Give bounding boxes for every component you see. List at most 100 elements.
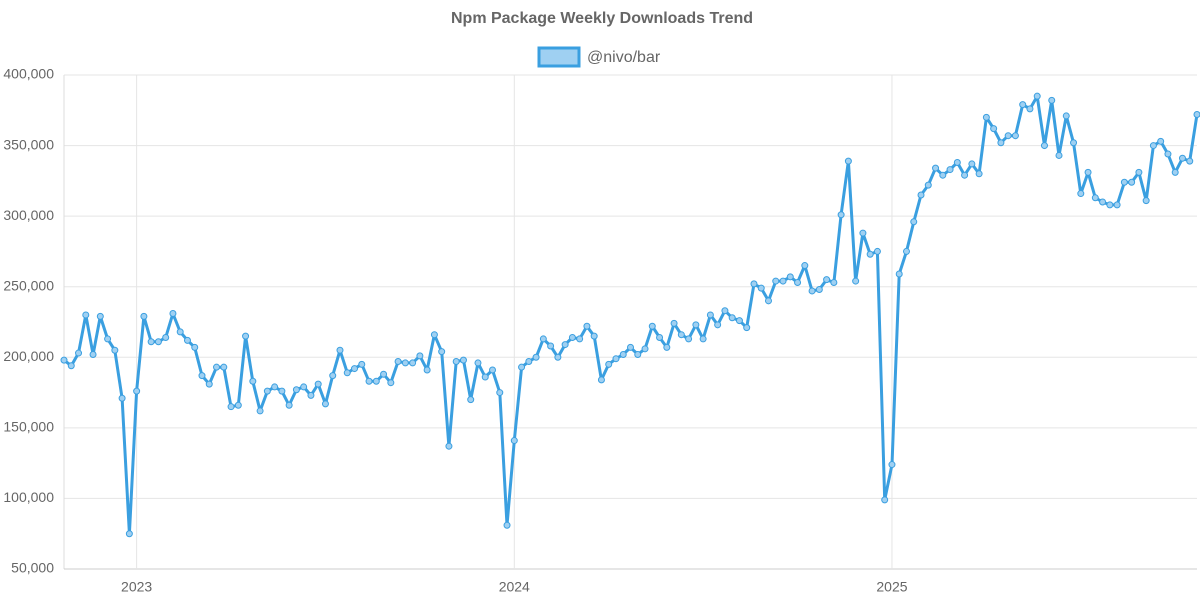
data-point <box>351 365 359 373</box>
data-point <box>1171 168 1179 176</box>
data-point <box>641 345 649 353</box>
data-point <box>263 387 271 395</box>
data-point <box>154 338 162 346</box>
data-point <box>590 332 598 340</box>
data-point <box>430 331 438 339</box>
data-point <box>234 401 242 409</box>
data-point <box>271 383 279 391</box>
data-point <box>227 403 235 411</box>
data-point <box>932 164 940 172</box>
data-point <box>1120 178 1128 186</box>
data-point <box>706 311 714 319</box>
data-point <box>503 521 511 529</box>
data-point <box>1026 105 1034 113</box>
data-point <box>96 312 104 320</box>
data-point <box>910 218 918 226</box>
data-point <box>489 366 497 374</box>
data-point <box>1149 142 1157 150</box>
data-point <box>1019 101 1027 109</box>
data-point <box>67 362 75 370</box>
data-point <box>852 277 860 285</box>
data-point <box>242 332 250 340</box>
data-point <box>873 247 881 255</box>
data-point <box>409 359 417 367</box>
data-point <box>423 366 431 374</box>
data-point <box>1164 150 1172 158</box>
data-point <box>510 437 518 445</box>
data-point <box>605 360 613 368</box>
x-tick-label: 2025 <box>876 579 907 595</box>
data-point <box>1142 197 1150 205</box>
data-point <box>380 370 388 378</box>
y-tick-label: 350,000 <box>3 136 54 152</box>
data-point <box>627 343 634 351</box>
y-tick-label: 300,000 <box>3 207 54 223</box>
y-tick-label: 200,000 <box>3 348 54 364</box>
data-point <box>140 312 148 320</box>
data-point <box>452 358 460 366</box>
data-point <box>1091 194 1099 202</box>
data-point <box>1055 151 1063 159</box>
data-point <box>401 359 409 367</box>
series-line <box>63 94 1199 536</box>
data-point <box>859 229 867 237</box>
data-point <box>1070 139 1078 147</box>
data-point <box>213 363 221 371</box>
data-point <box>278 387 286 395</box>
data-point <box>1157 137 1165 145</box>
data-point <box>169 310 177 318</box>
data-point <box>1011 132 1019 140</box>
data-point <box>844 157 852 165</box>
data-point <box>648 322 656 330</box>
data-point <box>75 349 83 357</box>
data-point <box>924 181 932 189</box>
y-tick-label: 100,000 <box>3 489 54 505</box>
data-point <box>895 270 903 278</box>
data-point <box>823 276 831 284</box>
data-point <box>583 322 591 330</box>
data-point <box>547 342 555 350</box>
data-point <box>881 496 889 504</box>
data-point <box>743 324 751 332</box>
y-tick-label: 50,000 <box>11 560 54 576</box>
data-point <box>394 358 402 366</box>
data-point <box>1099 198 1107 206</box>
data-point <box>786 273 794 281</box>
data-point <box>961 171 969 179</box>
data-point <box>314 380 322 388</box>
data-point <box>496 389 504 397</box>
data-point <box>285 401 293 409</box>
data-point <box>365 377 373 385</box>
data-point <box>300 383 308 391</box>
data-point <box>656 334 664 342</box>
data-point <box>82 311 90 319</box>
data-point <box>990 125 998 133</box>
data-point <box>692 321 700 329</box>
data-point <box>714 321 722 329</box>
data-point <box>794 278 802 286</box>
data-point <box>205 380 213 388</box>
data-point <box>801 262 809 270</box>
data-point <box>866 250 874 258</box>
data-point <box>1048 96 1056 104</box>
data-point <box>750 280 758 288</box>
data-point <box>772 277 780 285</box>
data-point <box>518 363 526 371</box>
data-point <box>1106 201 1114 209</box>
data-point <box>721 307 729 315</box>
data-point <box>554 353 562 361</box>
y-tick-label: 400,000 <box>3 66 54 82</box>
y-tick-label: 250,000 <box>3 277 54 293</box>
data-point <box>532 353 540 361</box>
data-point <box>939 171 947 179</box>
data-point <box>677 331 685 339</box>
data-point <box>416 352 424 360</box>
y-tick-label: 150,000 <box>3 419 54 435</box>
data-point <box>1033 92 1041 100</box>
data-point <box>459 356 467 364</box>
data-point <box>329 372 337 380</box>
data-point <box>946 166 954 174</box>
chart-title: Npm Package Weekly Downloads Trend <box>451 10 753 27</box>
data-point <box>663 343 671 351</box>
